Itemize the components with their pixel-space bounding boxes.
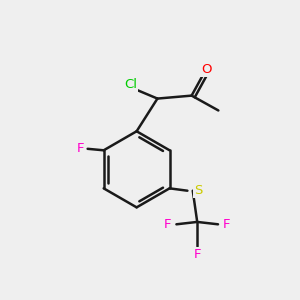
Text: O: O — [201, 63, 212, 76]
Text: F: F — [223, 218, 231, 231]
Text: Cl: Cl — [124, 78, 137, 91]
Text: S: S — [194, 184, 202, 197]
Text: F: F — [194, 248, 201, 261]
Text: F: F — [164, 218, 171, 231]
Text: F: F — [77, 142, 85, 155]
